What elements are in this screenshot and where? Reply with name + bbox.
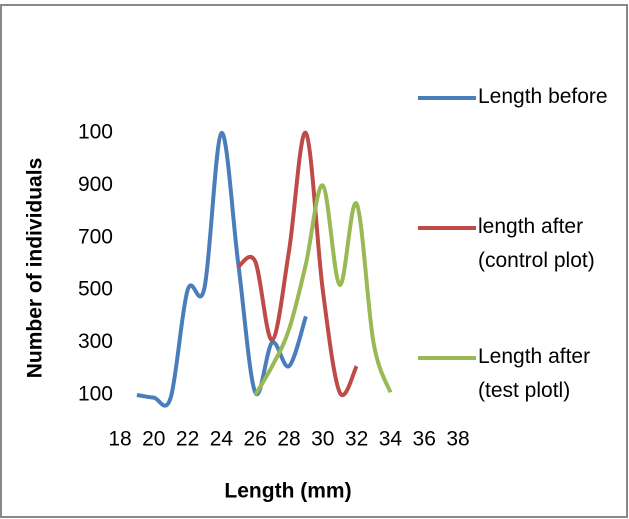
x-tick-label: 28 <box>277 428 300 451</box>
y-tick-label: 500 <box>78 278 113 301</box>
data-line <box>136 130 308 408</box>
x-tick-label: 20 <box>142 428 165 451</box>
legend-label: length after (control plot) <box>478 215 595 272</box>
data-line <box>253 183 393 397</box>
data-line <box>237 130 359 398</box>
y-tick-label: 700 <box>78 225 113 248</box>
x-axis-title: Length (mm) <box>224 480 351 503</box>
legend-label: Length after (test plotl) <box>478 345 591 402</box>
y-tick-label: 300 <box>78 330 113 353</box>
x-tick-label: 24 <box>210 428 234 451</box>
y-tick-label: 900 <box>78 173 113 196</box>
x-tick-label: 38 <box>446 428 469 451</box>
chart-frame <box>0 4 628 518</box>
x-tick-label: 36 <box>413 428 436 451</box>
legend-label: Length before <box>478 85 608 108</box>
x-tick-label: 30 <box>311 428 334 451</box>
y-tick-label: 100 <box>78 121 113 144</box>
x-tick-label: 26 <box>244 428 267 451</box>
x-tick-label: 18 <box>108 428 131 451</box>
x-tick-label: 32 <box>345 428 368 451</box>
x-tick-label: 22 <box>176 428 199 451</box>
x-tick-label: 34 <box>379 428 403 451</box>
y-axis-title: Number of individuals <box>24 158 47 379</box>
y-tick-label: 100 <box>78 383 113 406</box>
